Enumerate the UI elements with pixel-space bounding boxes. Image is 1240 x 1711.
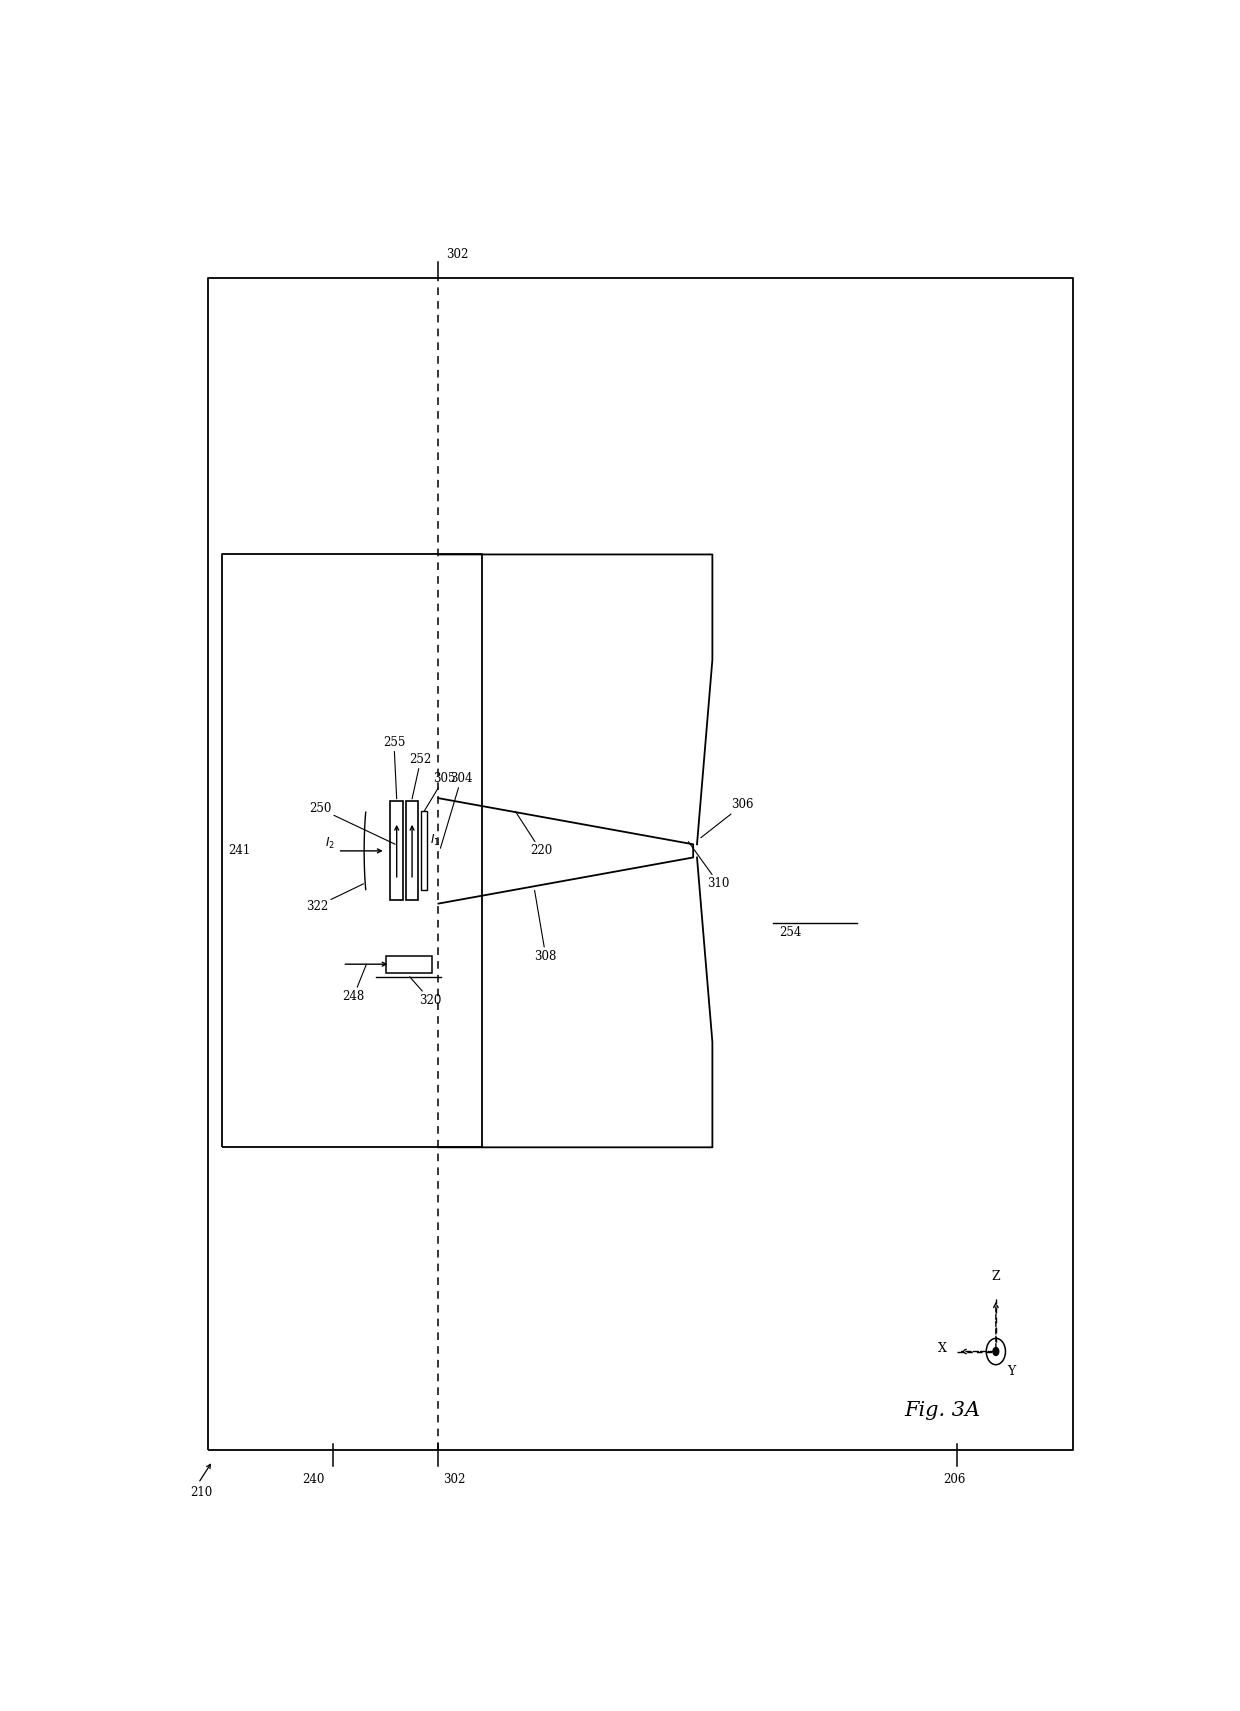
- Bar: [422, 811, 427, 890]
- Text: 320: 320: [409, 977, 441, 1006]
- Text: 252: 252: [409, 753, 432, 799]
- Text: 310: 310: [688, 842, 730, 890]
- Text: 304: 304: [440, 772, 472, 849]
- Text: 240: 240: [303, 1473, 325, 1485]
- Bar: [391, 801, 403, 900]
- Text: 206: 206: [942, 1473, 966, 1485]
- Text: 308: 308: [534, 890, 557, 963]
- Bar: [405, 801, 418, 900]
- Text: 302: 302: [444, 1473, 466, 1485]
- Text: 255: 255: [383, 736, 405, 799]
- Text: $I_2$: $I_2$: [325, 835, 335, 850]
- Text: Y: Y: [1007, 1365, 1016, 1379]
- Text: 254: 254: [780, 926, 802, 939]
- Text: 305: 305: [424, 772, 455, 811]
- Text: 220: 220: [516, 811, 552, 857]
- Text: Fig. 3A: Fig. 3A: [905, 1401, 981, 1420]
- Text: 210: 210: [191, 1485, 213, 1499]
- Text: $I_1$: $I_1$: [430, 833, 440, 849]
- Circle shape: [993, 1348, 998, 1355]
- Text: Z: Z: [992, 1270, 1001, 1283]
- Bar: [386, 956, 432, 974]
- Text: 302: 302: [446, 248, 469, 260]
- Text: 241: 241: [228, 845, 250, 857]
- Text: 306: 306: [701, 799, 754, 838]
- Text: X: X: [937, 1341, 946, 1355]
- Text: 248: 248: [342, 965, 367, 1003]
- Text: 250: 250: [309, 802, 396, 844]
- Text: 322: 322: [306, 885, 363, 912]
